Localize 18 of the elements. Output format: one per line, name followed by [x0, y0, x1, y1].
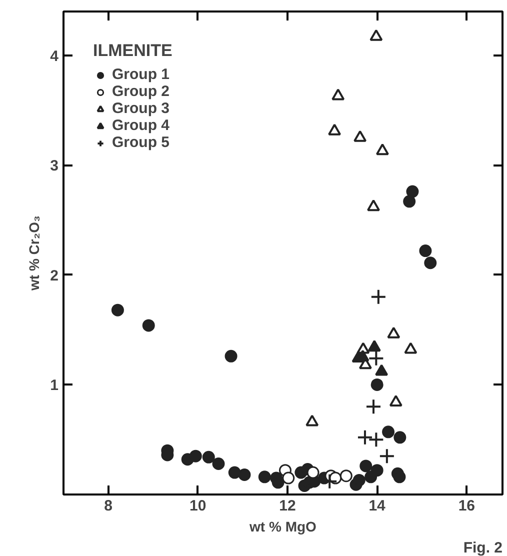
legend-label: Group 3 [112, 100, 170, 117]
y-tick-label: 3 [50, 158, 58, 175]
x-tick-label: 10 [190, 498, 206, 514]
x-tick-label: 8 [104, 498, 112, 514]
legend-label: Group 5 [112, 134, 170, 151]
x-tick-label: 16 [458, 498, 476, 514]
x-tick-label: 12 [279, 498, 296, 514]
legend-label: Group 1 [112, 66, 170, 83]
legend-title: ILMENITE [93, 41, 172, 61]
y-tick-label: 1 [50, 377, 58, 394]
x-axis-title: wt % MgO [248, 518, 317, 534]
y-tick-label: 2 [50, 267, 58, 284]
legend-label: Group 4 [112, 117, 170, 134]
y-tick-label: 4 [50, 48, 60, 65]
x-tick-label: 14 [368, 498, 386, 514]
y-axis-title: wt % Cr₂O₃ [26, 216, 42, 292]
caption: Fig. 2 [463, 540, 502, 556]
legend-label: Group 2 [112, 83, 170, 100]
